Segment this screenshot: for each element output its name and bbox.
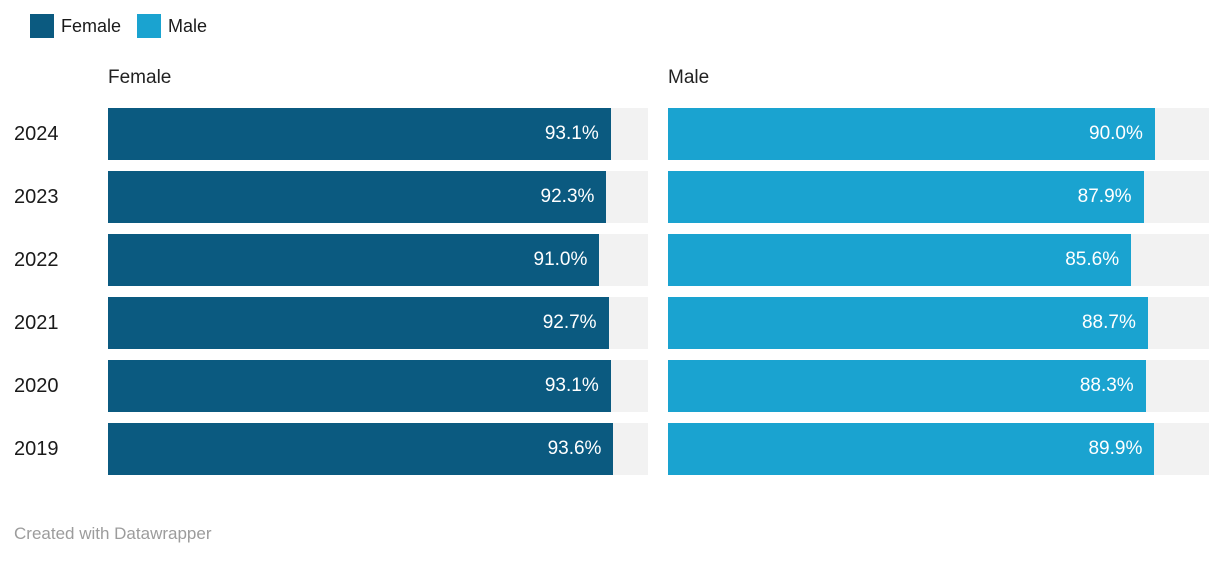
bar-female: 93.1% xyxy=(108,108,611,160)
bar-track-male: 87.9% xyxy=(668,171,1209,223)
chart-row-2023: 2023 92.3% 87.9% xyxy=(0,171,1220,223)
bar-value-label: 85.6% xyxy=(1065,249,1120,270)
male-color-swatch-icon xyxy=(137,14,162,38)
year-label: 2019 xyxy=(14,437,59,460)
chart-row-2024: 2024 93.1% 90.0% xyxy=(0,108,1220,160)
legend-item-female: Female xyxy=(30,14,121,38)
female-color-swatch-icon xyxy=(30,14,54,38)
bar-value-label: 93.1% xyxy=(544,375,599,396)
legend-label-male: Male xyxy=(168,15,208,36)
bar-track-female: 91.0% xyxy=(108,234,648,286)
bar-track-female: 93.6% xyxy=(108,423,648,475)
bar-track-female: 92.3% xyxy=(108,171,648,223)
chart-row-2020: 2020 93.1% 88.3% xyxy=(0,360,1220,412)
bar-female: 92.7% xyxy=(108,297,609,349)
bar-value-label: 87.9% xyxy=(1077,186,1132,207)
bar-track-male: 88.7% xyxy=(668,297,1209,349)
bar-male: 85.6% xyxy=(668,234,1132,286)
bar-track-male: 89.9% xyxy=(668,423,1209,475)
panel-header-male: Male xyxy=(668,67,710,88)
bar-female: 93.6% xyxy=(108,423,614,475)
legend-item-male: Male xyxy=(137,14,207,38)
bar-track-male: 85.6% xyxy=(668,234,1209,286)
chart-row-2022: 2022 91.0% 85.6% xyxy=(0,234,1220,286)
split-bar-chart: Female Male 2024 93.1% 90.0% 2023 92.3% … xyxy=(0,66,1220,475)
bar-female: 91.0% xyxy=(108,234,600,286)
bar-value-label: 91.0% xyxy=(533,249,588,270)
bar-female: 93.1% xyxy=(108,360,611,412)
bar-male: 87.9% xyxy=(668,171,1144,223)
bar-track-female: 92.7% xyxy=(108,297,648,349)
column-headers: Female Male xyxy=(0,66,1220,108)
datawrapper-attribution-link[interactable]: Created with Datawrapper xyxy=(14,524,212,543)
bar-track-male: 88.3% xyxy=(668,360,1209,412)
bar-value-label: 92.7% xyxy=(542,312,597,333)
year-label: 2023 xyxy=(14,185,59,208)
bar-male: 88.3% xyxy=(668,360,1146,412)
legend: Female Male xyxy=(30,14,1220,38)
bar-value-label: 88.3% xyxy=(1079,375,1134,396)
year-label: 2021 xyxy=(14,311,59,334)
bar-male: 89.9% xyxy=(668,423,1155,475)
bar-value-label: 93.1% xyxy=(544,123,599,144)
bar-track-female: 93.1% xyxy=(108,108,648,160)
bar-value-label: 92.3% xyxy=(540,186,595,207)
year-label: 2024 xyxy=(14,122,59,145)
bar-value-label: 93.6% xyxy=(547,438,602,459)
bar-track-female: 93.1% xyxy=(108,360,648,412)
bar-male: 88.7% xyxy=(668,297,1148,349)
bar-value-label: 88.7% xyxy=(1081,312,1136,333)
year-label: 2022 xyxy=(14,248,59,271)
chart-row-2021: 2021 92.7% 88.7% xyxy=(0,297,1220,349)
chart-row-2019: 2019 93.6% 89.9% xyxy=(0,423,1220,475)
bar-track-male: 90.0% xyxy=(668,108,1209,160)
legend-label-female: Female xyxy=(61,15,122,36)
bar-value-label: 90.0% xyxy=(1089,123,1143,144)
bar-value-label: 89.9% xyxy=(1088,438,1143,459)
panel-header-female: Female xyxy=(108,67,172,88)
bar-female: 92.3% xyxy=(108,171,607,223)
bar-male: 90.0% xyxy=(668,108,1155,160)
year-label: 2020 xyxy=(14,374,59,397)
